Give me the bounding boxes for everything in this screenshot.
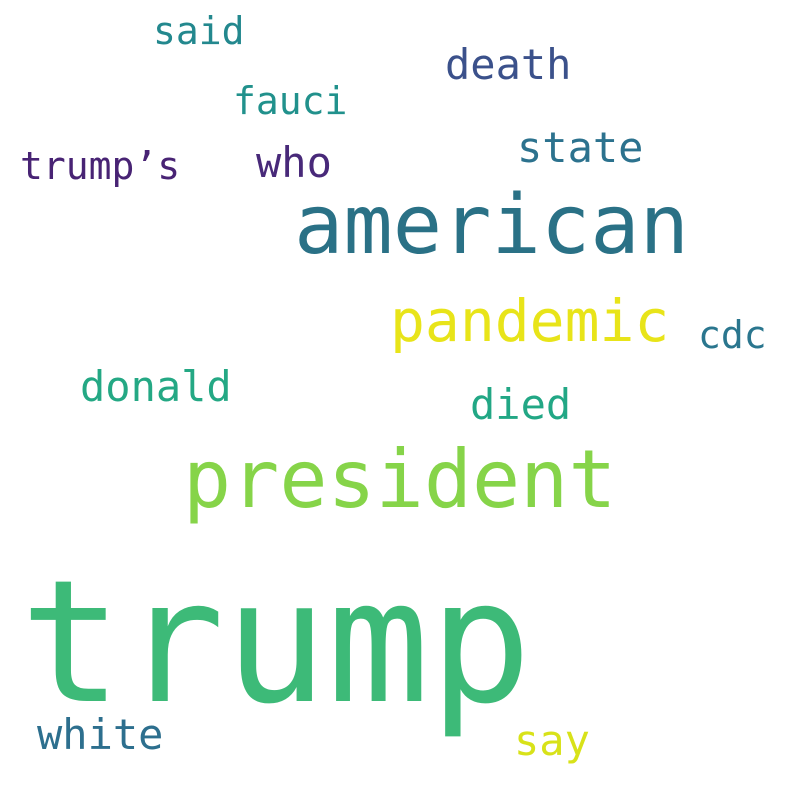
word-fauci: fauci	[233, 79, 348, 123]
word-state: state	[517, 123, 644, 172]
word-president: president	[183, 433, 617, 526]
word-trumps: trump’s	[20, 144, 181, 188]
word-american: american	[294, 178, 689, 273]
word-trump: trump	[20, 544, 532, 742]
word-said: said	[153, 9, 245, 53]
word-who: who	[256, 138, 332, 187]
word-died: died	[470, 380, 572, 429]
word-white: white	[37, 710, 164, 759]
word-cdc: cdc	[698, 313, 767, 357]
word-donald: donald	[80, 362, 232, 411]
word-pandemic: pandemic	[390, 287, 670, 355]
word-death: death	[445, 40, 572, 89]
word-say: say	[514, 716, 590, 765]
